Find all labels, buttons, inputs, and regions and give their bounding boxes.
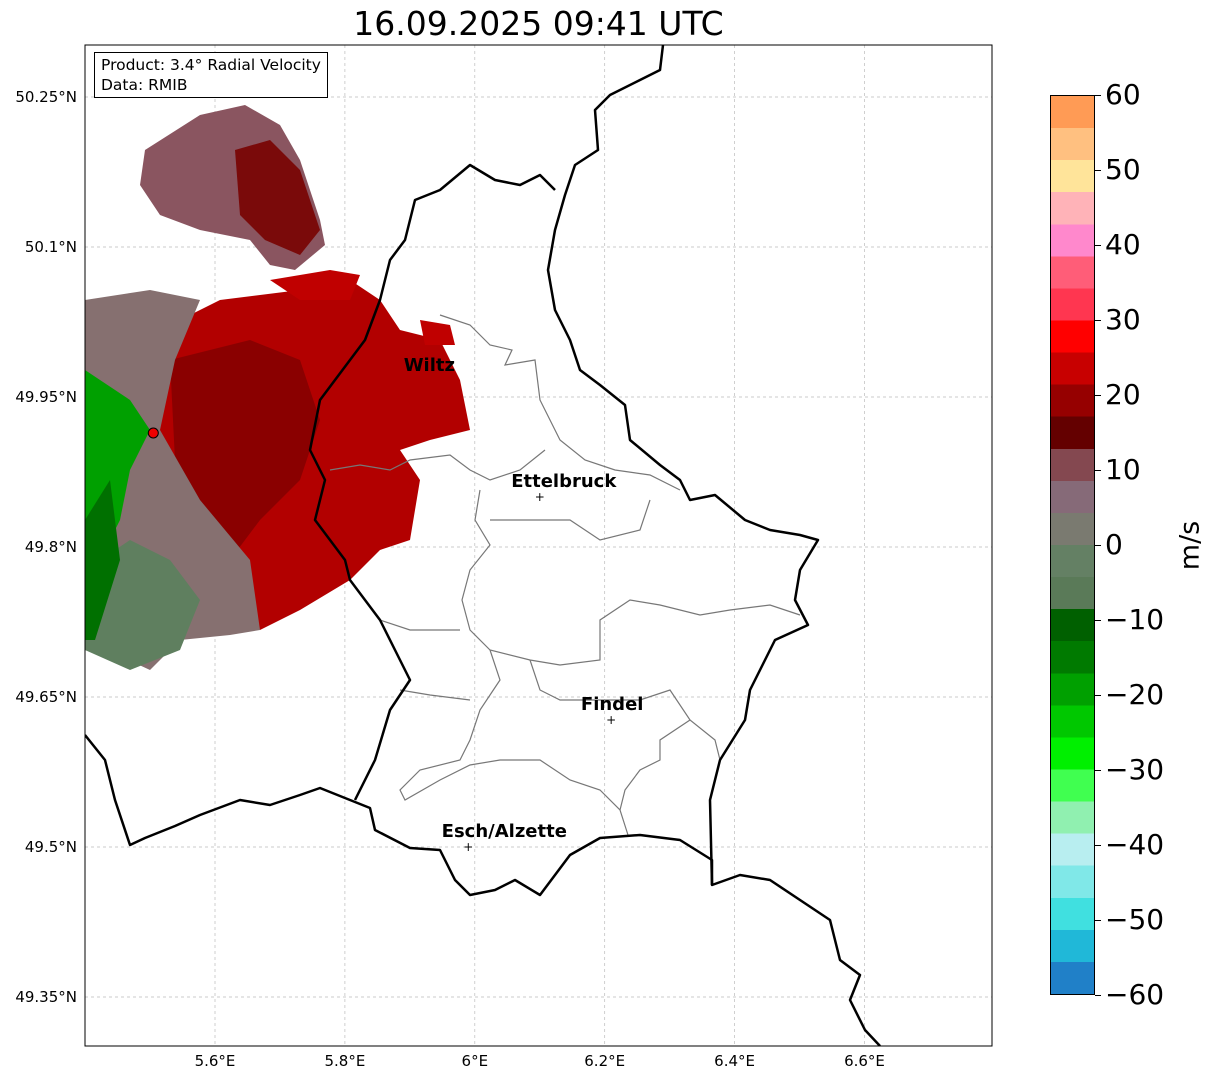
city-label: Esch/Alzette bbox=[442, 821, 567, 842]
colorbar-tick-label: −50 bbox=[1105, 903, 1165, 936]
colorbar-tick-mark bbox=[1095, 395, 1101, 396]
lon-tick: 6.4°E bbox=[714, 1052, 756, 1070]
lat-tick: 49.8°N bbox=[24, 538, 77, 556]
product-label: Product: 3.4° Radial Velocity bbox=[101, 56, 321, 74]
lat-tick: 49.5°N bbox=[24, 838, 77, 856]
data-source-label: Data: RMIB bbox=[101, 76, 188, 94]
city-label: Findel bbox=[581, 694, 644, 715]
city-labels: Wiltz+Ettelbruck+Findel+Esch/Alzette bbox=[404, 355, 644, 854]
echo-scatter bbox=[270, 270, 455, 345]
colorbar-tick-mark bbox=[1095, 470, 1101, 471]
lon-tick: 6.2°E bbox=[584, 1052, 626, 1070]
figure-title: 16.09.2025 09:41 UTC bbox=[353, 4, 724, 43]
colorbar bbox=[1050, 95, 1095, 995]
colorbar-tick-mark bbox=[1095, 545, 1101, 546]
colorbar-tick-label: 30 bbox=[1105, 303, 1141, 336]
colorbar-label: m/s bbox=[1174, 520, 1206, 571]
colorbar-tick-label: −20 bbox=[1105, 678, 1165, 711]
colorbar-tick-label: −10 bbox=[1105, 603, 1165, 636]
colorbar-tick-mark bbox=[1095, 920, 1101, 921]
colorbar-tick-mark bbox=[1095, 995, 1101, 996]
colorbar-tick-mark bbox=[1095, 620, 1101, 621]
city-marker: + bbox=[535, 490, 545, 504]
lat-tick: 49.95°N bbox=[15, 388, 77, 406]
lon-tick: 5.8°E bbox=[324, 1052, 366, 1070]
lon-tick: 6.6°E bbox=[844, 1052, 885, 1070]
lon-tick: 6°E bbox=[461, 1052, 489, 1070]
colorbar-tick-label: −60 bbox=[1105, 978, 1165, 1011]
city-label: Ettelbruck bbox=[511, 471, 617, 492]
colorbar-tick-mark bbox=[1095, 695, 1101, 696]
city-marker: + bbox=[606, 713, 616, 727]
echo-dark-red bbox=[170, 340, 320, 560]
colorbar-tick-label: 60 bbox=[1105, 78, 1141, 111]
lat-tick: 49.35°N bbox=[15, 988, 77, 1006]
colorbar-tick-label: −30 bbox=[1105, 753, 1165, 786]
colorbar-tick-label: 0 bbox=[1105, 528, 1123, 561]
colorbar-tick-label: 20 bbox=[1105, 378, 1141, 411]
echo-top-core bbox=[235, 140, 320, 255]
colorbar-tick-label: 50 bbox=[1105, 153, 1141, 186]
canton-borders bbox=[329, 314, 801, 836]
city-marker: + bbox=[463, 840, 473, 854]
lon-tick: 5.6°E bbox=[194, 1052, 236, 1070]
city-label: Wiltz bbox=[404, 355, 455, 376]
lat-tick: 49.65°N bbox=[15, 688, 77, 706]
colorbar-tick-mark bbox=[1095, 845, 1101, 846]
colorbar-tick-mark bbox=[1095, 95, 1101, 96]
colorbar-tick-mark bbox=[1095, 770, 1101, 771]
axes-frame bbox=[84, 44, 993, 1047]
colorbar-tick-mark bbox=[1095, 320, 1101, 321]
radar-echoes bbox=[85, 105, 470, 670]
colorbar-tick-label: −40 bbox=[1105, 828, 1165, 861]
colorbar-tick-label: 40 bbox=[1105, 228, 1141, 261]
colorbar-tick-label: 10 bbox=[1105, 453, 1141, 486]
lat-tick: 50.1°N bbox=[24, 238, 77, 256]
product-info-box: Product: 3.4° Radial Velocity Data: RMIB bbox=[94, 52, 328, 98]
lat-tick: 50.25°N bbox=[15, 88, 77, 106]
colorbar-tick-mark bbox=[1095, 245, 1101, 246]
radar-site-marker bbox=[147, 427, 159, 439]
echo-green-dark bbox=[85, 480, 120, 640]
colorbar-tick-mark bbox=[1095, 170, 1101, 171]
country-borders bbox=[85, 45, 881, 1046]
